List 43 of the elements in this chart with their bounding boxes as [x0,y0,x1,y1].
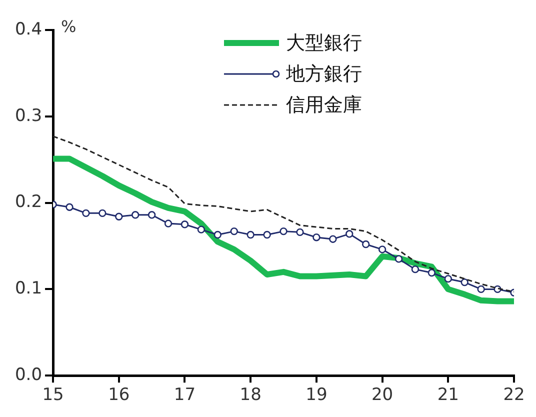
legend-label: 地方銀行 [285,62,362,85]
point [246,230,254,239]
point [378,246,386,254]
point [197,226,206,234]
point [280,227,288,236]
point [329,235,337,243]
point [82,209,90,218]
point [394,255,403,263]
point [263,230,271,239]
y-tick-label: 0.1 [14,278,42,299]
point [362,240,370,248]
y-tick-label: 0.3 [14,106,42,126]
point [66,203,74,211]
x-tick-label: 20 [371,385,394,406]
point [148,211,156,219]
legend-label: 大型銀行 [286,32,362,54]
x-tick-label: 19 [306,385,328,406]
point [346,230,354,238]
point [214,230,222,239]
point [132,211,140,219]
y-tick-label: 0.0 [14,365,42,386]
legend-label: 信用金庫 [286,94,362,116]
point [428,268,436,277]
point [164,220,172,228]
y-tick-label: 0.4 [14,19,42,40]
y-axis-title: % [61,17,76,36]
point [230,227,238,236]
x-tick-label: 18 [240,385,262,406]
point [98,209,106,218]
x-tick-label: 16 [108,385,130,406]
point [411,265,420,274]
x-tick-label: 17 [174,385,196,406]
point [460,278,468,286]
point [477,285,485,294]
y-tick-label: 0.2 [14,192,42,212]
point [115,212,123,220]
x-tick-label: 22 [503,385,525,406]
point [444,274,452,283]
x-tick-label: 21 [437,385,459,406]
point [296,228,304,236]
point [180,220,189,228]
point [312,234,320,242]
x-tick-label: 15 [42,385,64,406]
